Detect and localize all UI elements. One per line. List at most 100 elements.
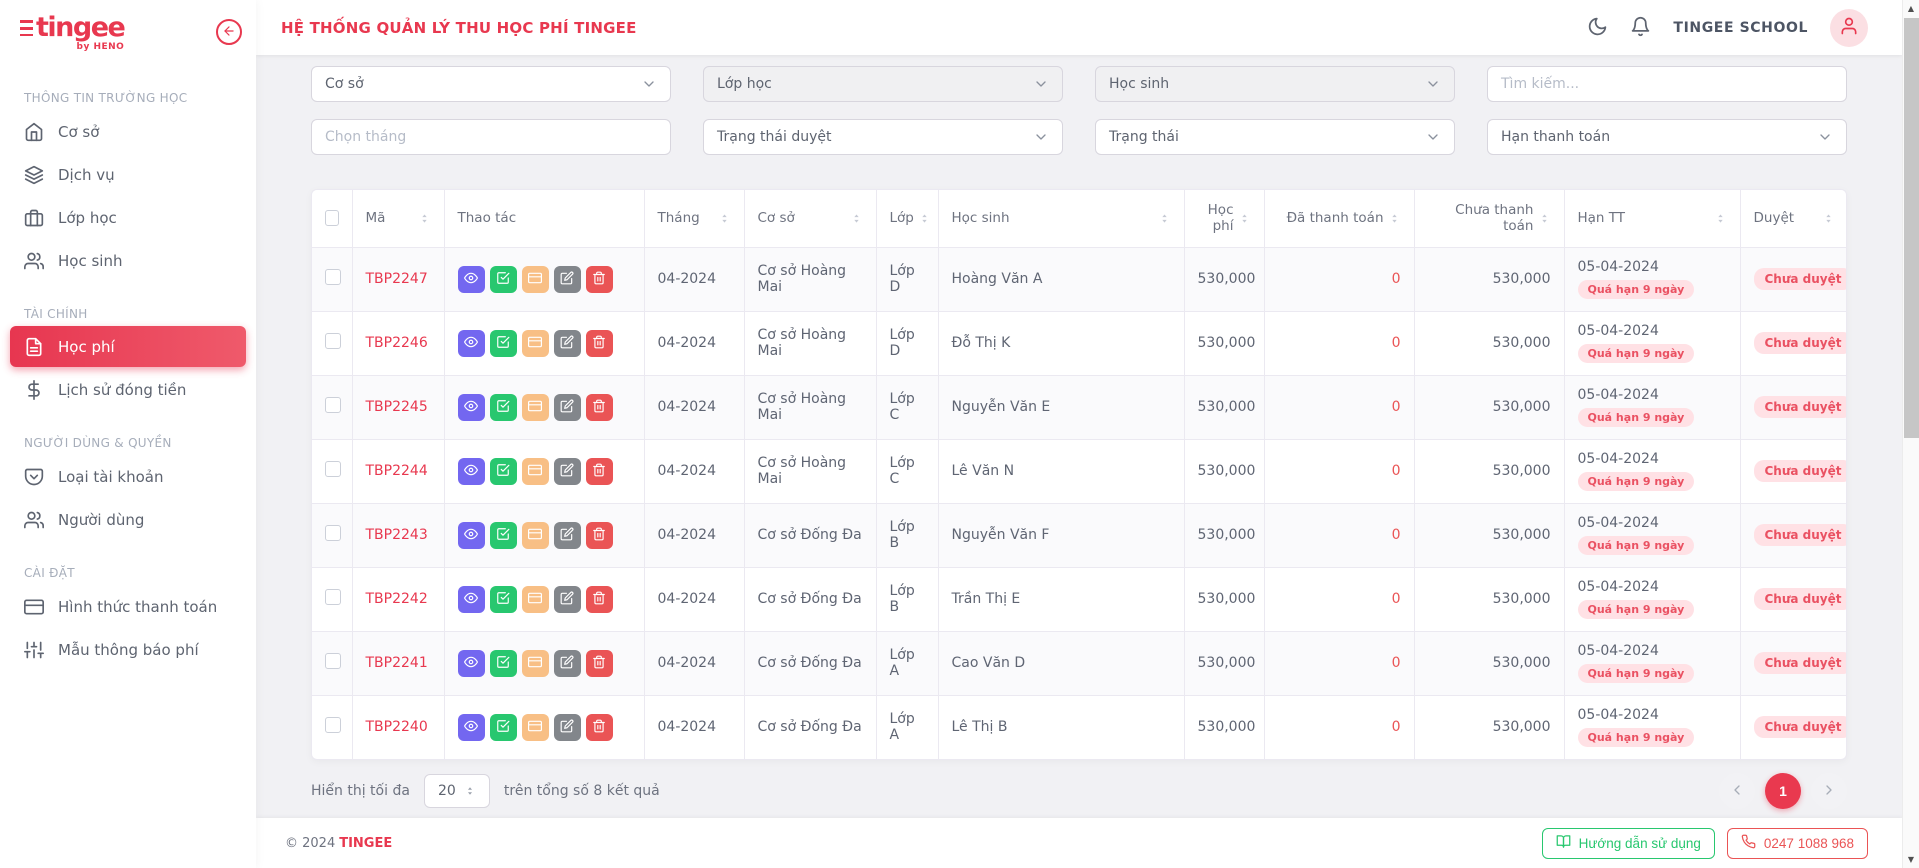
- prev-page-button[interactable]: [1719, 773, 1755, 809]
- scrollbar-thumb[interactable]: [1904, 18, 1919, 438]
- confirm-button[interactable]: [490, 586, 517, 613]
- confirm-button[interactable]: [490, 522, 517, 549]
- row-checkbox[interactable]: [325, 525, 341, 541]
- sidebar-collapse-button[interactable]: [216, 19, 242, 45]
- scrollbar-down-arrow[interactable]: ▼: [1903, 851, 1919, 868]
- confirm-button[interactable]: [490, 458, 517, 485]
- payment-button[interactable]: [522, 458, 549, 485]
- dark-mode-toggle[interactable]: [1587, 16, 1608, 40]
- payment-button[interactable]: [522, 330, 549, 357]
- edit-button[interactable]: [554, 522, 581, 549]
- month-input[interactable]: Chọn tháng: [311, 119, 671, 155]
- hotline-button[interactable]: 0247 1088 968: [1727, 828, 1868, 859]
- sidebar-item-credit-card[interactable]: Hình thức thanh toán: [0, 585, 256, 628]
- per-page-stepper[interactable]: 20: [424, 774, 490, 808]
- sidebar-item-file-text[interactable]: Học phí: [10, 326, 246, 367]
- view-button[interactable]: [458, 650, 485, 677]
- column-header-6[interactable]: Học sinh: [938, 190, 1184, 247]
- sidebar-item-home[interactable]: Cơ sở: [0, 110, 256, 153]
- fee-code-link[interactable]: TBP2241: [366, 655, 428, 671]
- row-checkbox[interactable]: [325, 717, 341, 733]
- notifications-button[interactable]: [1630, 16, 1651, 40]
- approval-status-select[interactable]: Trạng thái duyệt: [703, 119, 1063, 155]
- view-button[interactable]: [458, 458, 485, 485]
- row-checkbox[interactable]: [325, 333, 341, 349]
- edit-button[interactable]: [554, 394, 581, 421]
- delete-button[interactable]: [586, 650, 613, 677]
- row-checkbox[interactable]: [325, 589, 341, 605]
- fee-code-link[interactable]: TBP2246: [366, 335, 428, 351]
- footer-brand-link[interactable]: TINGEE: [339, 836, 392, 851]
- payment-button[interactable]: [522, 650, 549, 677]
- delete-button[interactable]: [586, 458, 613, 485]
- delete-button[interactable]: [586, 266, 613, 293]
- payment-button[interactable]: [522, 266, 549, 293]
- view-button[interactable]: [458, 522, 485, 549]
- confirm-button[interactable]: [490, 650, 517, 677]
- avatar[interactable]: [1830, 9, 1868, 47]
- edit-button[interactable]: [554, 266, 581, 293]
- edit-button[interactable]: [554, 650, 581, 677]
- confirm-button[interactable]: [490, 330, 517, 357]
- sidebar-item-dollar[interactable]: Lịch sử đóng tiền: [0, 368, 256, 411]
- column-header-1[interactable]: Mã: [352, 190, 444, 247]
- fee-code-link[interactable]: TBP2245: [366, 399, 428, 415]
- sidebar-item-briefcase[interactable]: Lớp học: [0, 196, 256, 239]
- scrollbar-up-arrow[interactable]: ▲: [1903, 0, 1919, 17]
- column-header-10[interactable]: Hạn TT: [1564, 190, 1740, 247]
- column-header-9[interactable]: Chưa thanh toán: [1414, 190, 1564, 247]
- view-button[interactable]: [458, 586, 485, 613]
- column-header-5[interactable]: Lớp: [876, 190, 938, 247]
- sidebar-item-sliders[interactable]: Mẫu thông báo phí: [0, 628, 256, 671]
- row-checkbox[interactable]: [325, 653, 341, 669]
- column-header-3[interactable]: Tháng: [644, 190, 744, 247]
- view-button[interactable]: [458, 714, 485, 741]
- student-select[interactable]: Học sinh: [1095, 66, 1455, 102]
- sidebar-item-layers[interactable]: Dịch vụ: [0, 153, 256, 196]
- tingee-logo[interactable]: tingee by HENO: [20, 14, 124, 52]
- view-button[interactable]: [458, 266, 485, 293]
- sidebar-item-users[interactable]: Học sinh: [0, 239, 256, 282]
- select-all-checkbox[interactable]: [325, 210, 339, 226]
- due-date-select[interactable]: Hạn thanh toán: [1487, 119, 1847, 155]
- row-checkbox[interactable]: [325, 269, 341, 285]
- delete-button[interactable]: [586, 394, 613, 421]
- search-input[interactable]: Tìm kiếm...: [1487, 66, 1847, 102]
- campus-select[interactable]: Cơ sở: [311, 66, 671, 102]
- delete-button[interactable]: [586, 522, 613, 549]
- fee-code-link[interactable]: TBP2244: [366, 463, 428, 479]
- edit-button[interactable]: [554, 586, 581, 613]
- confirm-button[interactable]: [490, 266, 517, 293]
- column-header-4[interactable]: Cơ sở: [744, 190, 876, 247]
- fee-code-link[interactable]: TBP2242: [366, 591, 428, 607]
- row-checkbox[interactable]: [325, 397, 341, 413]
- next-page-button[interactable]: [1811, 773, 1847, 809]
- fee-code-link[interactable]: TBP2243: [366, 527, 428, 543]
- delete-button[interactable]: [586, 330, 613, 357]
- user-guide-button[interactable]: Hướng dẫn sử dụng: [1542, 828, 1715, 859]
- view-button[interactable]: [458, 394, 485, 421]
- class-select[interactable]: Lớp học: [703, 66, 1063, 102]
- payment-button[interactable]: [522, 714, 549, 741]
- fee-code-link[interactable]: TBP2240: [366, 719, 428, 735]
- fee-code-link[interactable]: TBP2247: [366, 271, 428, 287]
- payment-button[interactable]: [522, 586, 549, 613]
- sidebar-item-pocket[interactable]: Loại tài khoản: [0, 455, 256, 498]
- payment-button[interactable]: [522, 394, 549, 421]
- payment-button[interactable]: [522, 522, 549, 549]
- column-header-11[interactable]: Duyệt: [1740, 190, 1847, 247]
- column-header-8[interactable]: Đã thanh toán: [1264, 190, 1414, 247]
- view-button[interactable]: [458, 330, 485, 357]
- edit-button[interactable]: [554, 458, 581, 485]
- page-scrollbar[interactable]: ▲ ▼: [1902, 0, 1919, 868]
- delete-button[interactable]: [586, 714, 613, 741]
- status-select[interactable]: Trạng thái: [1095, 119, 1455, 155]
- delete-button[interactable]: [586, 586, 613, 613]
- edit-button[interactable]: [554, 330, 581, 357]
- column-header-7[interactable]: Học phí: [1184, 190, 1264, 247]
- confirm-button[interactable]: [490, 714, 517, 741]
- page-1-button[interactable]: 1: [1765, 773, 1801, 809]
- row-checkbox[interactable]: [325, 461, 341, 477]
- confirm-button[interactable]: [490, 394, 517, 421]
- sidebar-item-users[interactable]: Người dùng: [0, 498, 256, 541]
